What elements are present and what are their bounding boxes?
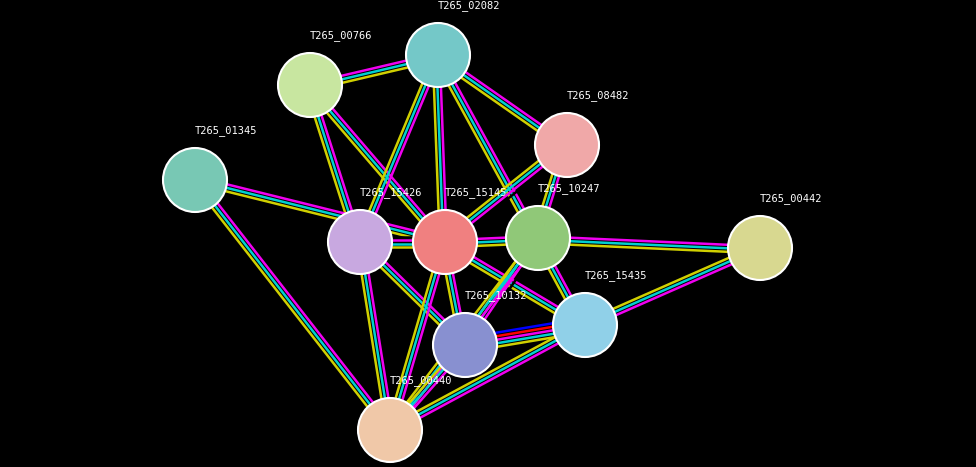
- Text: T265_10132: T265_10132: [465, 290, 527, 301]
- Text: T265_08482: T265_08482: [567, 90, 630, 101]
- Circle shape: [506, 206, 570, 270]
- Circle shape: [535, 113, 599, 177]
- Text: T265_00442: T265_00442: [760, 193, 823, 204]
- Circle shape: [406, 23, 470, 87]
- Text: T265_02082: T265_02082: [438, 0, 501, 11]
- Text: T265_15426: T265_15426: [360, 187, 423, 198]
- Circle shape: [553, 293, 617, 357]
- Circle shape: [728, 216, 792, 280]
- Text: T265_15145: T265_15145: [445, 187, 508, 198]
- Circle shape: [328, 210, 392, 274]
- Text: T265_10247: T265_10247: [538, 183, 600, 194]
- Text: T265_00440: T265_00440: [390, 375, 453, 386]
- Circle shape: [433, 313, 497, 377]
- Text: T265_15435: T265_15435: [585, 270, 647, 281]
- Text: T265_00766: T265_00766: [310, 30, 373, 41]
- Circle shape: [163, 148, 227, 212]
- Text: T265_01345: T265_01345: [195, 125, 258, 136]
- Circle shape: [413, 210, 477, 274]
- Circle shape: [358, 398, 422, 462]
- Circle shape: [278, 53, 342, 117]
